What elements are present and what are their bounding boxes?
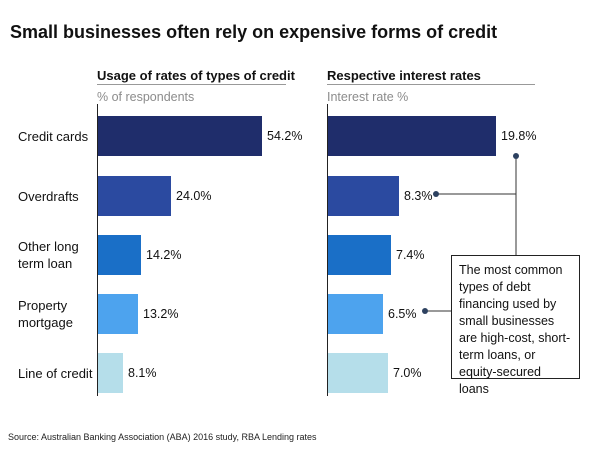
- right-panel-rule: [327, 84, 535, 85]
- usage-value-label-credit-cards: 54.2%: [267, 129, 303, 143]
- rate-bar-other-long-term-loan: [328, 235, 391, 275]
- rate-value-label-other-long-term-loan: 7.4%: [396, 248, 425, 262]
- page-title: Small businesses often rely on expensive…: [10, 22, 498, 42]
- connector-dot-credit-cards: [513, 153, 519, 159]
- usage-bar-line-of-credit: [98, 353, 123, 393]
- rate-bar-property-mortgage: [328, 294, 383, 334]
- usage-value-label-property-mortgage: 13.2%: [143, 307, 179, 321]
- category-label-line-of-credit: Line of credit: [18, 366, 93, 381]
- usage-bar-property-mortgage: [98, 294, 138, 334]
- rate-bar-overdrafts: [328, 176, 399, 216]
- category-label-overdrafts: Overdrafts: [18, 189, 79, 204]
- usage-axis-line: [97, 104, 98, 396]
- left-panel-title: Usage of rates of types of credit: [97, 68, 295, 83]
- category-label-other-long-term-loan: Other long term loan: [18, 239, 79, 271]
- usage-bar-other-long-term-loan: [98, 235, 141, 275]
- left-panel-subtitle: % of respondents: [97, 90, 195, 104]
- category-label-credit-cards: Credit cards: [18, 129, 89, 144]
- usage-bar-overdrafts: [98, 176, 171, 216]
- right-panel-title: Respective interest rates: [327, 68, 481, 83]
- source-note: Source: Australian Banking Association (…: [8, 432, 317, 442]
- callout-box: The most common types of debt financing …: [451, 255, 580, 396]
- rate-value-label-line-of-credit: 7.0%: [393, 366, 422, 380]
- rate-axis-line: [327, 104, 328, 396]
- usage-value-label-overdrafts: 24.0%: [176, 189, 212, 203]
- left-panel-rule: [97, 84, 286, 85]
- connector-dot-overdrafts: [433, 191, 439, 197]
- right-panel-subtitle: Interest rate %: [327, 90, 409, 104]
- usage-bar-credit-cards: [98, 116, 262, 156]
- rate-value-label-credit-cards: 19.8%: [501, 129, 537, 143]
- rate-value-label-property-mortgage: 6.5%: [388, 307, 417, 321]
- rate-bar-credit-cards: [328, 116, 496, 156]
- usage-value-label-line-of-credit: 8.1%: [128, 366, 157, 380]
- rate-value-label-overdrafts: 8.3%: [404, 189, 433, 203]
- usage-value-label-other-long-term-loan: 14.2%: [146, 248, 182, 262]
- category-label-property-mortgage: Property mortgage: [18, 298, 73, 330]
- connector-dot-property-mortgage: [422, 308, 428, 314]
- rate-bar-line-of-credit: [328, 353, 388, 393]
